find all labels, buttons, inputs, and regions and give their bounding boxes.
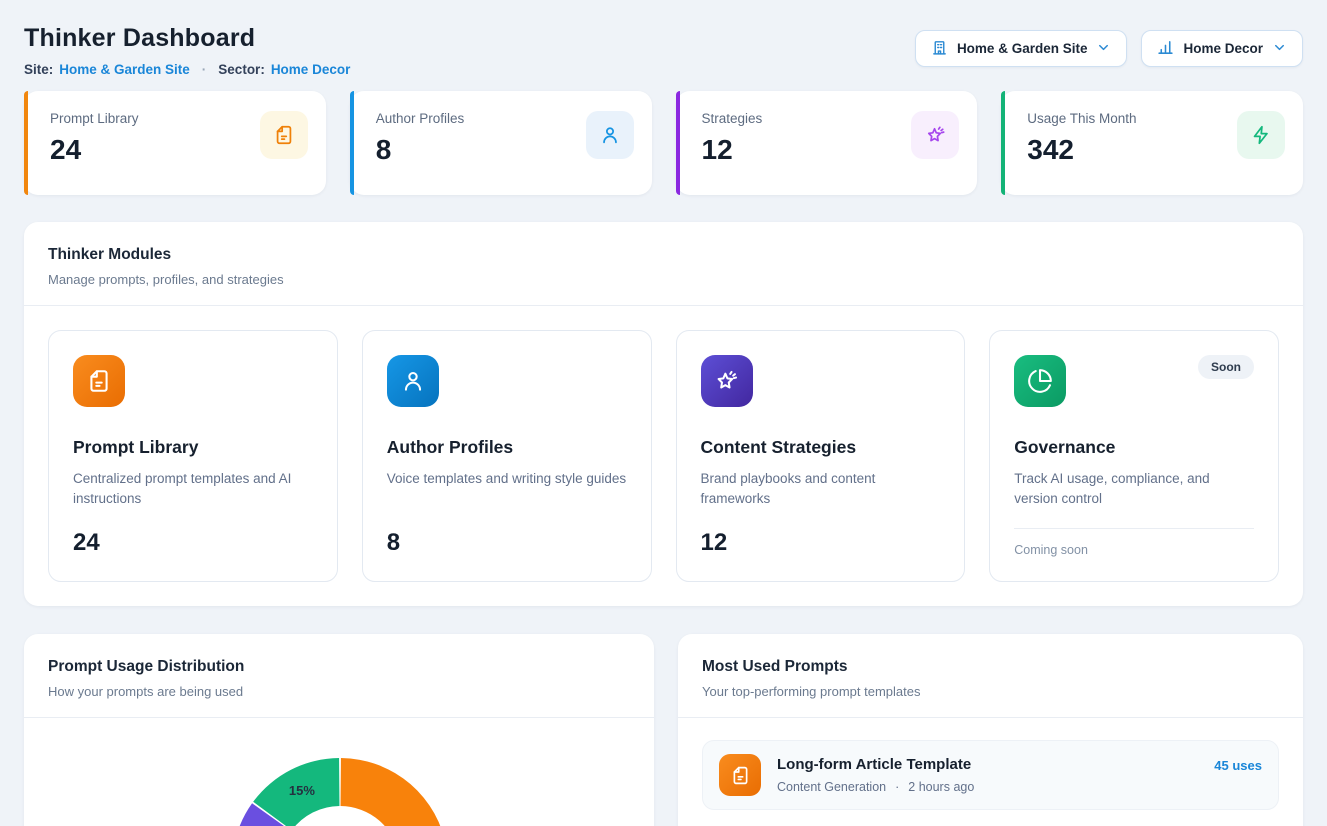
module-description: Voice templates and writing style guides bbox=[386, 471, 627, 486]
modules-grid: Prompt Library Centralized prompt templa… bbox=[24, 306, 1303, 606]
module-description: Centralized prompt templates and AI inst… bbox=[73, 471, 292, 507]
usage-chart-title: Prompt Usage Distribution bbox=[48, 658, 245, 675]
breadcrumb: Site: Home & Garden Site · Sector: Home … bbox=[24, 62, 350, 77]
module-count: 12 bbox=[700, 529, 728, 556]
sector-label: Sector: bbox=[218, 62, 265, 77]
usage-donut-chart: 15% bbox=[230, 756, 450, 826]
stat-card-usage[interactable]: Usage This Month 342 bbox=[1001, 91, 1303, 195]
module-card-prompt-library[interactable]: Prompt Library Centralized prompt templa… bbox=[48, 330, 338, 582]
building-icon bbox=[931, 39, 948, 59]
most-used-title: Most Used Prompts bbox=[702, 658, 848, 675]
module-title: Author Profiles bbox=[386, 437, 514, 457]
prompt-time: 2 hours ago bbox=[908, 780, 975, 794]
module-card-content-strategies[interactable]: Content Strategies Brand playbooks and c… bbox=[675, 330, 966, 582]
stat-value: 12 bbox=[701, 134, 733, 165]
prompt-list-item[interactable]: Long-form Article Template Content Gener… bbox=[702, 740, 1279, 810]
prompt-uses-badge: 45 uses bbox=[1214, 758, 1262, 773]
stat-label: Prompt Library bbox=[50, 111, 139, 126]
module-count: 8 bbox=[386, 529, 401, 556]
user-icon bbox=[585, 111, 634, 159]
sector-selector-value: Home Decor bbox=[1183, 41, 1263, 56]
site-label: Site: bbox=[24, 62, 54, 77]
dot-separator: · bbox=[895, 780, 900, 794]
coming-soon-label: Coming soon bbox=[1014, 543, 1088, 557]
sector-link[interactable]: Home Decor bbox=[270, 62, 351, 77]
document-icon bbox=[73, 355, 125, 407]
divider bbox=[1014, 528, 1254, 529]
prompt-usage-panel: Prompt Usage Distribution How your promp… bbox=[24, 634, 654, 826]
chevron-down-icon bbox=[1272, 40, 1287, 58]
header-selectors: Home & Garden Site Home Decor bbox=[914, 30, 1303, 67]
star-sparkle-icon bbox=[700, 355, 753, 407]
donut-slice-label: 15% bbox=[289, 783, 315, 798]
module-count: 24 bbox=[73, 529, 100, 556]
donut-slice[interactable] bbox=[232, 803, 291, 826]
stat-card-prompt-library[interactable]: Prompt Library 24 bbox=[24, 91, 326, 195]
usage-chart-subtitle: How your prompts are being used bbox=[48, 684, 244, 699]
module-card-governance[interactable]: Soon Governance Track AI usage, complian… bbox=[989, 330, 1279, 582]
site-selector-dropdown[interactable]: Home & Garden Site bbox=[914, 30, 1128, 67]
chevron-down-icon bbox=[1096, 40, 1111, 58]
stat-card-strategies[interactable]: Strategies 12 bbox=[675, 91, 978, 195]
sector-selector-dropdown[interactable]: Home Decor bbox=[1141, 30, 1303, 67]
document-icon bbox=[259, 111, 308, 159]
most-used-subtitle: Your top-performing prompt templates bbox=[702, 684, 921, 699]
prompt-category: Content Generation bbox=[777, 780, 887, 794]
stat-cards-row: Prompt Library 24 Author Profiles 8 Stra… bbox=[24, 91, 1303, 195]
module-title: Prompt Library bbox=[73, 437, 199, 457]
user-icon bbox=[386, 355, 439, 407]
stat-value: 342 bbox=[1027, 134, 1074, 165]
stat-value: 8 bbox=[375, 134, 392, 165]
divider bbox=[678, 717, 1303, 718]
page-title: Thinker Dashboard bbox=[24, 24, 256, 52]
modules-subtitle: Manage prompts, profiles, and strategies bbox=[48, 272, 284, 287]
page-header: Thinker Dashboard Site: Home & Garden Si… bbox=[24, 24, 1303, 77]
stat-label: Usage This Month bbox=[1027, 111, 1137, 126]
donut-slice[interactable] bbox=[340, 758, 448, 826]
thinker-modules-panel: Thinker Modules Manage prompts, profiles… bbox=[24, 222, 1303, 606]
most-used-prompts-panel: Most Used Prompts Your top-performing pr… bbox=[678, 634, 1303, 826]
pie-chart-icon bbox=[1014, 355, 1067, 407]
stat-card-author-profiles[interactable]: Author Profiles 8 bbox=[349, 91, 652, 195]
bar-chart-icon bbox=[1157, 39, 1174, 59]
stat-label: Strategies bbox=[701, 111, 763, 126]
modules-title: Thinker Modules bbox=[48, 246, 172, 263]
stat-label: Author Profiles bbox=[375, 111, 465, 126]
divider bbox=[24, 305, 1303, 306]
prompt-name: Long-form Article Template bbox=[777, 756, 972, 773]
module-description: Brand playbooks and content frameworks bbox=[700, 471, 876, 507]
soon-badge: Soon bbox=[1198, 355, 1254, 379]
donut-slice[interactable] bbox=[253, 758, 340, 826]
bottom-row: Prompt Usage Distribution How your promp… bbox=[24, 634, 1303, 826]
stat-value: 24 bbox=[50, 134, 82, 165]
header-titles: Thinker Dashboard Site: Home & Garden Si… bbox=[24, 24, 350, 77]
divider bbox=[24, 717, 654, 718]
module-description: Track AI usage, compliance, and version … bbox=[1014, 471, 1210, 507]
site-link[interactable]: Home & Garden Site bbox=[59, 62, 190, 77]
dot-separator: · bbox=[201, 62, 207, 77]
lightning-icon bbox=[1237, 111, 1285, 159]
module-title: Content Strategies bbox=[700, 437, 857, 457]
star-sparkle-icon bbox=[911, 111, 960, 159]
donut-chart-svg: 15% bbox=[232, 758, 448, 826]
module-footer: Coming soon bbox=[1014, 528, 1254, 557]
site-selector-value: Home & Garden Site bbox=[956, 41, 1088, 56]
document-icon bbox=[719, 754, 761, 796]
module-title: Governance bbox=[1014, 437, 1116, 457]
module-card-author-profiles[interactable]: Author Profiles Voice templates and writ… bbox=[361, 330, 652, 582]
